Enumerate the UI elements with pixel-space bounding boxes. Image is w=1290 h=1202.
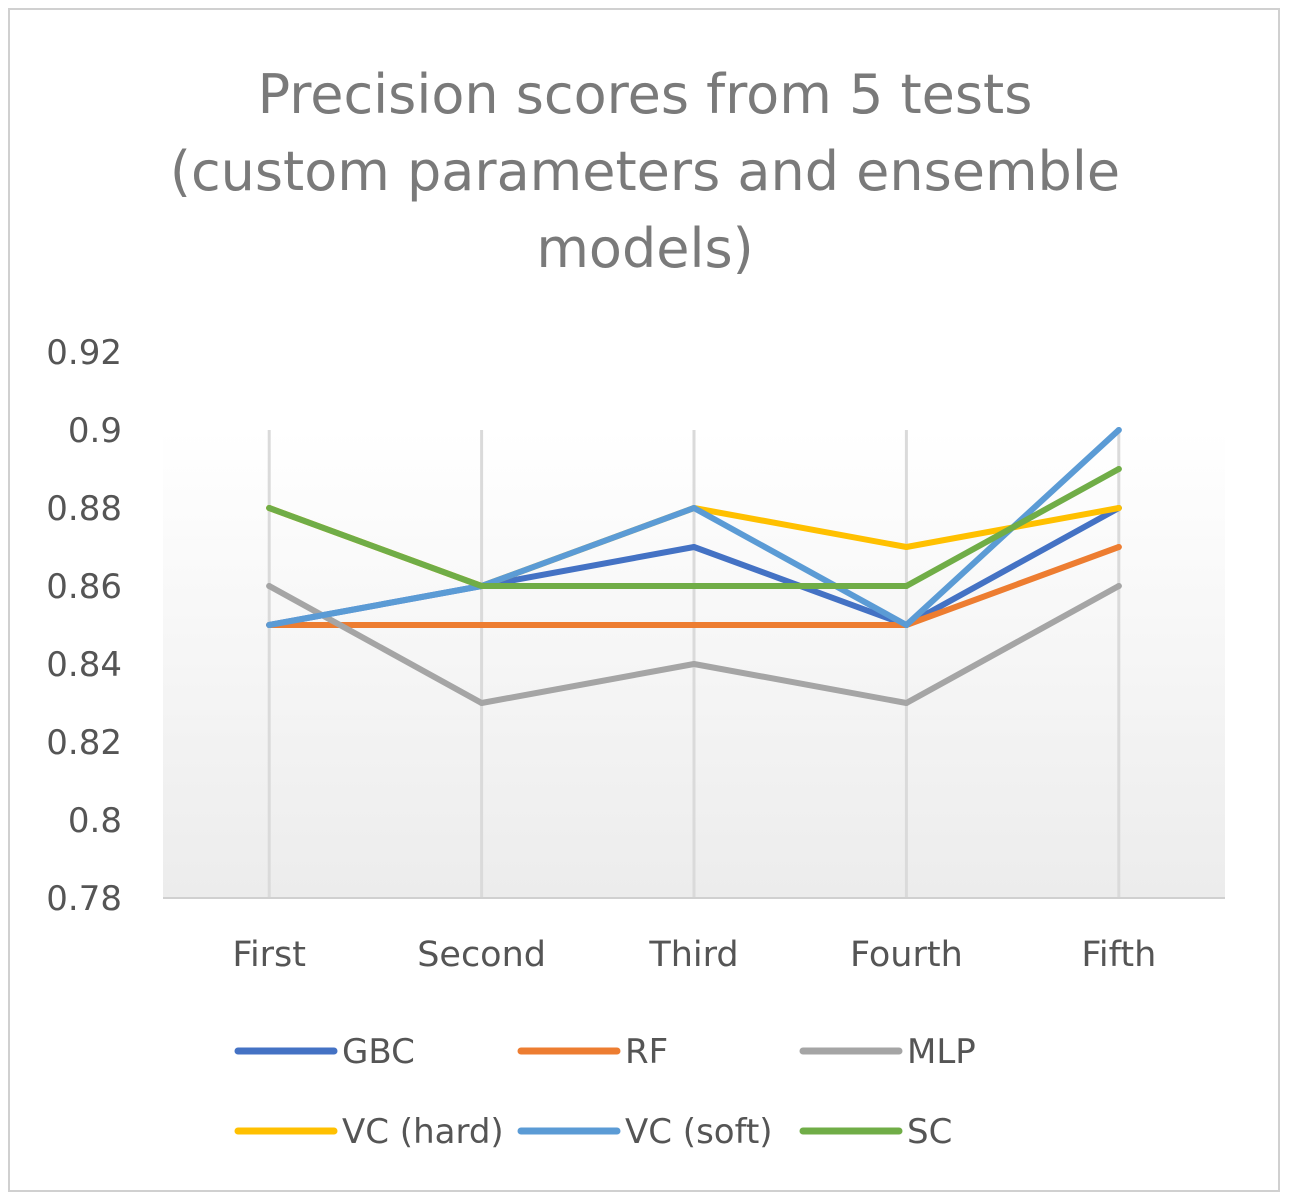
data-point-vc-soft: [266, 622, 273, 628]
data-point-sc: [691, 583, 697, 589]
data-point-rf: [478, 622, 485, 628]
data-point-vc-hard: [1115, 505, 1122, 511]
data-point-mlp: [903, 700, 910, 706]
data-point-gbc: [691, 544, 697, 550]
data-point-vc-hard: [903, 544, 910, 550]
data-point-rf: [691, 622, 697, 628]
x-tick-label: Third: [648, 935, 738, 975]
legend-label-sc: SC: [907, 1112, 952, 1152]
y-tick-label: 0.78: [46, 879, 122, 919]
data-point-sc: [903, 583, 910, 589]
data-point-vc-soft: [1115, 427, 1122, 433]
data-point-sc: [266, 505, 273, 511]
x-tick-label: First: [232, 935, 306, 975]
x-tick-label: Fifth: [1081, 935, 1156, 975]
y-tick-label: 0.88: [46, 489, 122, 529]
y-tick-label: 0.8: [68, 801, 122, 841]
data-point-mlp: [266, 583, 273, 589]
legend-label-rf: RF: [625, 1032, 668, 1072]
x-tick-label: Second: [417, 935, 546, 975]
y-tick-label: 0.84: [46, 645, 122, 685]
chart-title-line-2: (custom parameters and ensemble: [169, 140, 1121, 203]
y-tick-label: 0.86: [46, 567, 122, 607]
data-point-sc: [1115, 466, 1122, 472]
x-tick-label: Fourth: [850, 935, 963, 975]
y-tick-label: 0.92: [46, 333, 122, 373]
data-point-mlp: [691, 661, 697, 667]
data-point-vc-soft: [903, 622, 910, 628]
y-axis-ticks: 0.78 0.8 0.82 0.84 0.86 0.88 0.9 0.92: [46, 333, 122, 919]
series-lines: [266, 427, 1122, 706]
chart-title-line-3: models): [536, 217, 754, 280]
legend-label-vc-soft: VC (soft): [625, 1112, 773, 1152]
data-point-mlp: [478, 700, 485, 706]
chart-title: Precision scores from 5 tests (custom pa…: [0, 56, 1290, 287]
legend-label-gbc: GBC: [342, 1032, 415, 1072]
legend: GBC RF MLP VC (hard) VC (soft) SC: [234, 1032, 976, 1152]
data-point-rf: [1115, 544, 1122, 550]
x-axis-ticks: First Second Third Fourth Fifth: [232, 935, 1156, 975]
y-tick-label: 0.9: [68, 411, 122, 451]
chart-title-line-1: Precision scores from 5 tests: [257, 63, 1033, 126]
data-point-mlp: [1115, 583, 1122, 589]
legend-label-vc-hard: VC (hard): [342, 1112, 504, 1152]
data-point-vc-soft: [691, 505, 697, 511]
data-point-sc: [478, 583, 485, 589]
legend-label-mlp: MLP: [907, 1032, 976, 1072]
y-tick-label: 0.82: [46, 723, 122, 763]
